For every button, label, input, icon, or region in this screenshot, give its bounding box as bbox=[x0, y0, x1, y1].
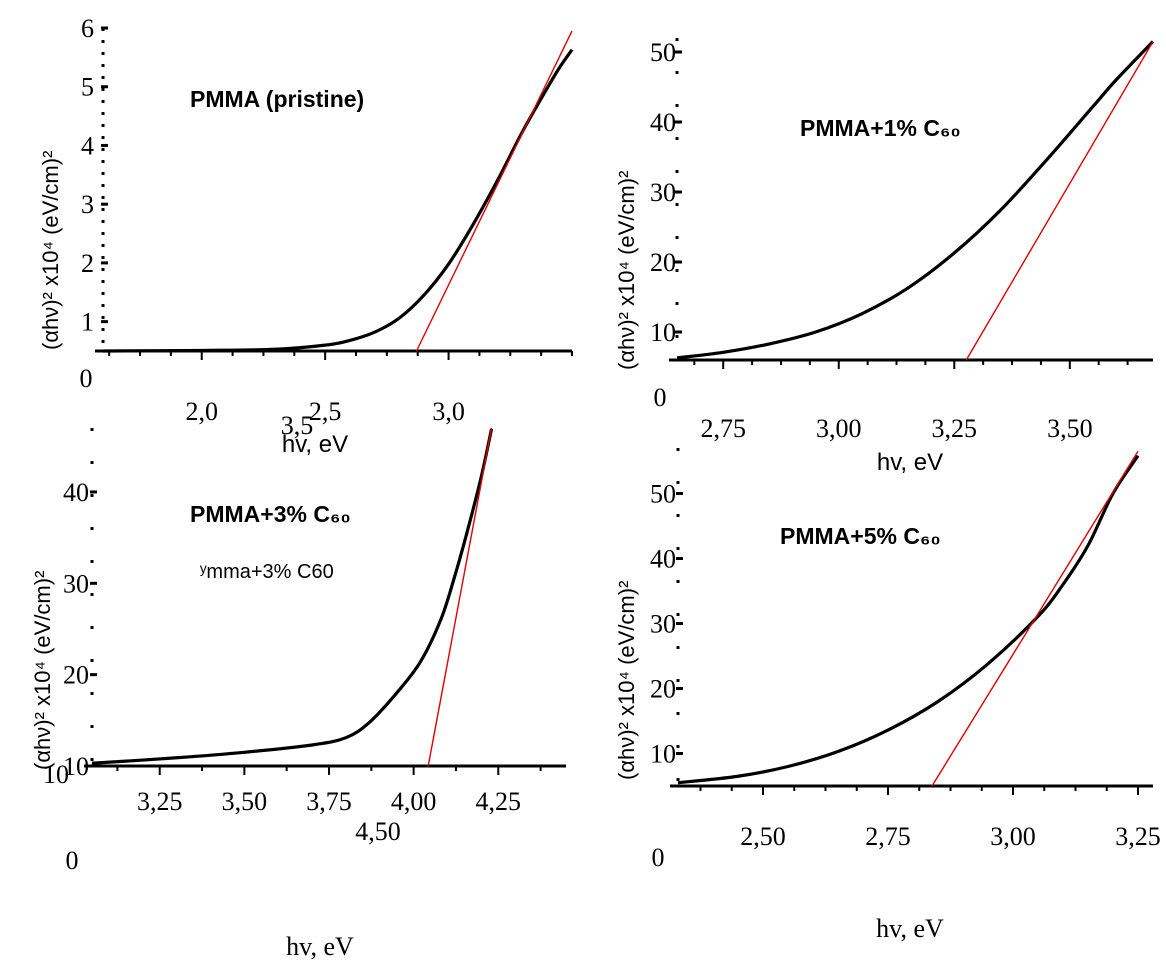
panel-1-x-tick-label: 2,0 bbox=[185, 397, 218, 426]
panel-1-x-axis-label: hv, eV bbox=[282, 431, 348, 458]
panel-2-x-tick-label: 2,75 bbox=[700, 414, 746, 443]
panel-4-title: PMMA+5% C₆₀ bbox=[780, 523, 941, 549]
panel-1-y-tick-label: 1 bbox=[81, 308, 94, 337]
panel-3-linear-fit-line bbox=[427, 427, 493, 767]
panel-2-x-axis-label: hv, eV bbox=[877, 449, 943, 476]
panel-3-y-tick-label: 30 bbox=[63, 569, 89, 598]
panel-3-x-tick-label: 4,00 bbox=[391, 787, 437, 816]
panel-1-x-tick-label: 3,0 bbox=[432, 397, 465, 426]
panel-1-y-tick-label: 5 bbox=[81, 73, 94, 102]
panel-3-x-tick-label: 3,50 bbox=[222, 787, 268, 816]
panel-4-x-tick-label: 2,50 bbox=[740, 822, 786, 851]
panel-4-y-tick-label: 10 bbox=[650, 740, 676, 769]
panel-4-linear-fit-line bbox=[931, 450, 1139, 787]
panel-3-x-extra-label: 4,50 bbox=[355, 817, 401, 846]
panel-2-y-extra-label: 0 bbox=[654, 383, 667, 412]
panel-4-x-tick-label: 3,25 bbox=[1115, 822, 1161, 851]
panel-2-absorption-curve bbox=[676, 40, 1155, 360]
panel-1-y-extra-label: 0 bbox=[80, 364, 93, 393]
panel-3-y-tick-label: 40 bbox=[63, 478, 89, 507]
panel-2-y-tick-label: 30 bbox=[650, 178, 676, 207]
panel-1-x-tick-label: 2,5 bbox=[309, 397, 342, 426]
panel-4-y-tick-label: 40 bbox=[650, 545, 676, 574]
panel-4-absorption-curve bbox=[677, 454, 1140, 785]
panel-3-absorption-curve bbox=[91, 428, 494, 765]
panel-1-absorption-curve bbox=[102, 48, 574, 353]
panel-4-x-tick-label: 3,00 bbox=[990, 822, 1036, 851]
panel-2-linear-fit-line bbox=[965, 41, 1154, 361]
panel-4-y-tick-label: 20 bbox=[650, 675, 676, 704]
panel-2-x-tick-label: 3,00 bbox=[816, 414, 862, 443]
panel-1-y-tick-label: 3 bbox=[81, 190, 94, 219]
panel-3-title: PMMA+3% C₆₀ bbox=[190, 501, 351, 527]
panel-3-x-tick-label: 3,75 bbox=[306, 787, 352, 816]
panel-3-y-extra-label: 0 bbox=[66, 846, 79, 875]
panel-1-y-axis-label: (αhν)² x10⁴ (eV/cm)² bbox=[38, 151, 63, 350]
panel-2-y-axis-label: (αhν)² x10⁴ (eV/cm)² bbox=[614, 171, 639, 370]
panel-4-y-tick-label: 50 bbox=[650, 480, 676, 509]
panel-1-y-tick-label: 2 bbox=[81, 249, 94, 278]
panel-1-y-tick-label: 6 bbox=[81, 14, 94, 43]
panel-3-x-tick-label: 3,25 bbox=[137, 787, 183, 816]
panel-4-y-tick-label: 30 bbox=[650, 610, 676, 639]
panel-1-y-tick-label: 4 bbox=[81, 131, 94, 160]
panel-4-y-extra-label: 0 bbox=[652, 843, 665, 872]
panel-2-y-tick-label: 40 bbox=[650, 108, 676, 137]
panel-1-x-extra-label: 3,5 bbox=[281, 411, 314, 440]
panel-3-y-axis-label: (αhν)² x10⁴ (eV/cm)² bbox=[30, 571, 55, 770]
panel-4-y-axis-label: (αhν)² x10⁴ (eV/cm)² bbox=[614, 581, 639, 780]
panel-2-x-tick-label: 3,25 bbox=[932, 414, 978, 443]
panel-4-x-tick-label: 2,75 bbox=[865, 822, 911, 851]
panel-3-x-axis-label: hv, eV bbox=[286, 932, 354, 961]
panel-2-y-tick-label: 20 bbox=[650, 248, 676, 277]
panel-2-y-tick-label: 50 bbox=[650, 38, 676, 67]
panel-1-linear-fit-line bbox=[415, 30, 573, 352]
panel-2-y-tick-label: 10 bbox=[650, 318, 676, 347]
panel-3-y-extra-label: 10 bbox=[43, 760, 69, 789]
panel-2-x-tick-label: 3,50 bbox=[1047, 414, 1093, 443]
panel-3-y-tick-label: 20 bbox=[63, 661, 89, 690]
panel-1-title: PMMA (pristine) bbox=[190, 86, 364, 112]
panel-2-title: PMMA+1% C₆₀ bbox=[800, 115, 961, 141]
panel-3-y-tick-label: 10 bbox=[63, 752, 89, 781]
panel-4-x-axis-label: hv, eV bbox=[876, 914, 944, 943]
panel-3-annotation: ʸmma+3% C60 bbox=[199, 561, 334, 583]
panel-3-x-tick-label: 4,25 bbox=[476, 787, 522, 816]
